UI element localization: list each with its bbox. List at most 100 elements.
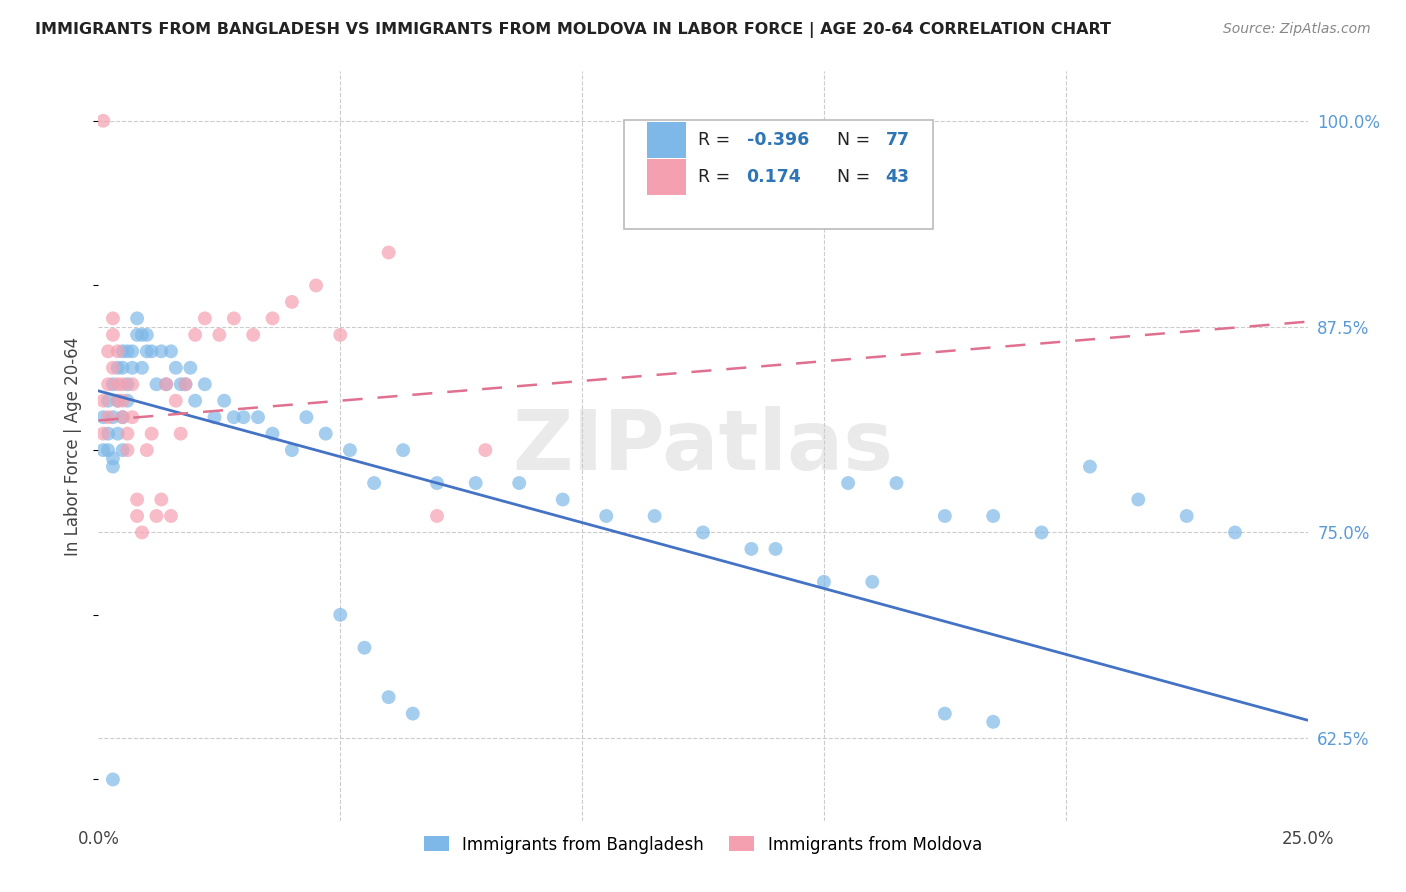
Point xyxy=(1031,525,1053,540)
Point xyxy=(97,344,120,359)
Point xyxy=(135,443,157,458)
Point xyxy=(111,393,134,408)
Point xyxy=(150,492,173,507)
Point xyxy=(155,377,177,392)
Text: N =: N = xyxy=(837,168,876,186)
Point xyxy=(169,426,191,441)
Point xyxy=(315,426,337,441)
Point xyxy=(402,706,425,721)
Point xyxy=(117,443,139,458)
Bar xyxy=(647,121,686,158)
Point xyxy=(692,525,714,540)
Point xyxy=(97,443,120,458)
Point xyxy=(111,377,134,392)
Point xyxy=(160,344,183,359)
Point xyxy=(860,574,883,589)
Point xyxy=(232,410,254,425)
Point xyxy=(107,393,129,408)
Point xyxy=(91,426,114,441)
Point xyxy=(97,377,120,392)
Point xyxy=(169,377,191,392)
Point xyxy=(886,476,908,491)
Point xyxy=(97,410,120,425)
Text: 43: 43 xyxy=(886,168,910,186)
Point xyxy=(91,113,114,128)
Point xyxy=(194,377,217,392)
Point xyxy=(242,327,264,342)
Point xyxy=(155,377,177,392)
Point xyxy=(165,393,187,408)
Point xyxy=(295,410,318,425)
Point xyxy=(117,426,139,441)
Text: IMMIGRANTS FROM BANGLADESH VS IMMIGRANTS FROM MOLDOVA IN LABOR FORCE | AGE 20-64: IMMIGRANTS FROM BANGLADESH VS IMMIGRANTS… xyxy=(35,22,1111,38)
Point xyxy=(1175,508,1198,523)
Point xyxy=(247,410,270,425)
Point xyxy=(135,327,157,342)
Point xyxy=(150,344,173,359)
Point xyxy=(204,410,226,425)
FancyBboxPatch shape xyxy=(624,120,932,228)
Point xyxy=(117,377,139,392)
Point xyxy=(644,508,666,523)
Point xyxy=(740,541,762,556)
Point xyxy=(117,344,139,359)
Point xyxy=(121,344,143,359)
Point xyxy=(262,311,284,326)
Point xyxy=(508,476,530,491)
Point xyxy=(131,327,153,342)
Point xyxy=(107,393,129,408)
Point xyxy=(765,541,787,556)
Y-axis label: In Labor Force | Age 20-64: In Labor Force | Age 20-64 xyxy=(65,336,83,556)
Point xyxy=(813,574,835,589)
Point xyxy=(101,327,124,342)
Point xyxy=(1128,492,1150,507)
Text: 0.174: 0.174 xyxy=(747,168,801,186)
Text: N =: N = xyxy=(837,130,876,149)
Point xyxy=(464,476,486,491)
Point xyxy=(222,410,245,425)
Point xyxy=(107,377,129,392)
Point xyxy=(981,714,1004,729)
Point xyxy=(595,508,617,523)
Point xyxy=(101,311,124,326)
Point xyxy=(101,360,124,375)
Point xyxy=(97,393,120,408)
Point xyxy=(141,426,163,441)
Point xyxy=(145,508,167,523)
Point xyxy=(117,393,139,408)
Text: ZIPatlas: ZIPatlas xyxy=(513,406,893,486)
Point xyxy=(329,327,352,342)
Text: -0.396: -0.396 xyxy=(747,130,808,149)
Point xyxy=(121,360,143,375)
Point xyxy=(981,508,1004,523)
Point xyxy=(212,393,235,408)
Point xyxy=(107,426,129,441)
Text: R =: R = xyxy=(699,130,735,149)
Point xyxy=(127,327,149,342)
Point xyxy=(837,476,859,491)
Legend: Immigrants from Bangladesh, Immigrants from Moldova: Immigrants from Bangladesh, Immigrants f… xyxy=(425,836,981,854)
Point xyxy=(101,459,124,474)
Text: Source: ZipAtlas.com: Source: ZipAtlas.com xyxy=(1223,22,1371,37)
Point xyxy=(179,360,201,375)
Point xyxy=(551,492,574,507)
Point xyxy=(174,377,197,392)
Point xyxy=(377,690,399,705)
Point xyxy=(91,410,114,425)
Point xyxy=(1078,459,1101,474)
Point xyxy=(363,476,385,491)
Point xyxy=(165,360,187,375)
Point xyxy=(111,344,134,359)
Point xyxy=(305,278,328,293)
Point xyxy=(111,360,134,375)
Point xyxy=(329,607,352,622)
Point xyxy=(174,377,197,392)
Point xyxy=(426,508,449,523)
Point xyxy=(97,426,120,441)
Point xyxy=(91,443,114,458)
Point xyxy=(474,443,496,458)
Point xyxy=(281,294,304,309)
Point xyxy=(339,443,361,458)
Point xyxy=(111,443,134,458)
Point xyxy=(101,377,124,392)
